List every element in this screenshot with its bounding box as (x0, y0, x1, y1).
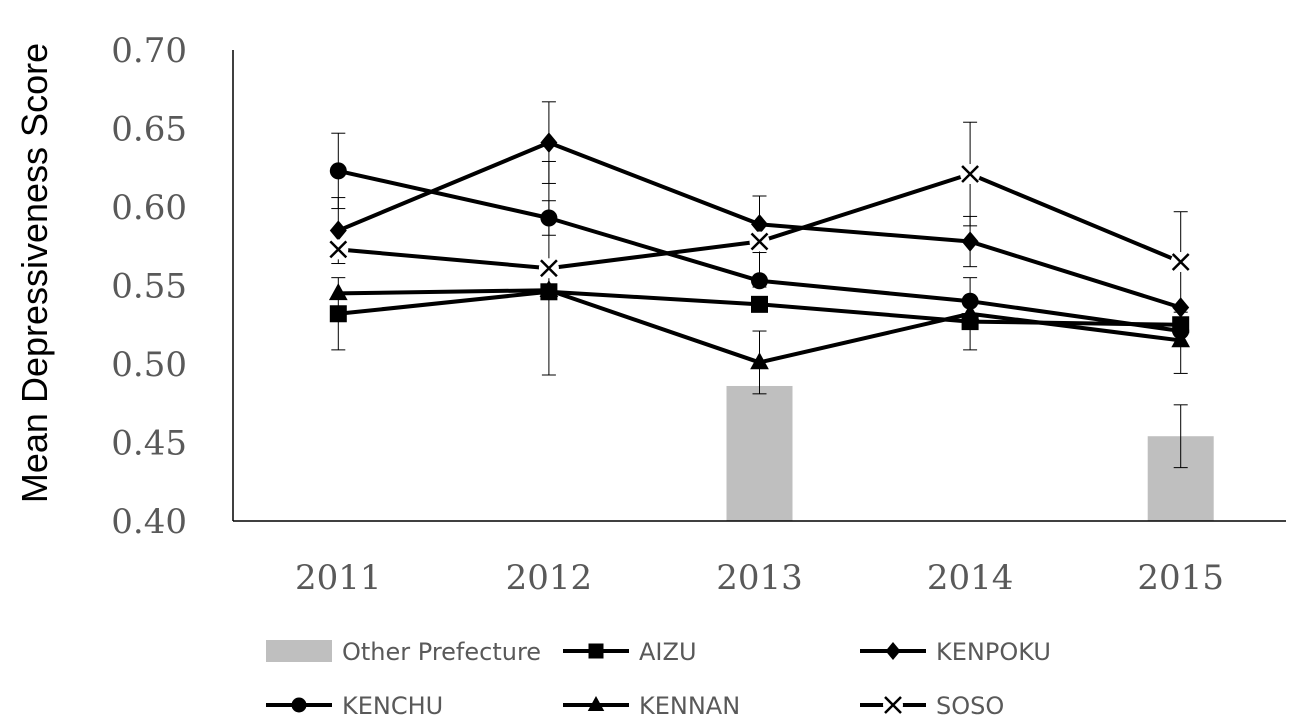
point-kennan-2012 (539, 280, 559, 298)
point-kennan-2011 (328, 283, 348, 301)
legend-item-kenchu: KENCHU (266, 692, 443, 720)
legend-label: SOSO (936, 692, 1004, 720)
series-kennan (328, 280, 1191, 370)
marker-x-2011 (329, 240, 348, 259)
point-kenchu-2012 (540, 209, 558, 227)
series-kenpoku (329, 132, 1190, 318)
bar-series (726, 385, 1214, 521)
point-soso-2013 (749, 231, 770, 252)
legend-item-kenpoku: KENPOKU (860, 638, 1051, 666)
point-kennan-2013 (750, 352, 769, 370)
legend: Other Prefecture AIZU KENPOKU KENCHU KENNAN S… (266, 638, 1051, 720)
point-kenpoku-2015 (1172, 297, 1190, 318)
point-kenpoku-2014 (961, 231, 979, 252)
legend-item-aizu: AIZU (563, 638, 697, 666)
y-tick-label: 0.70 (111, 31, 187, 71)
point-kenpoku-2012 (540, 132, 558, 153)
y-tick-label: 0.65 (111, 110, 187, 150)
y-tick-label: 0.45 (111, 424, 187, 464)
legend-item-kennan: KENNAN (563, 692, 740, 720)
point-soso-2014 (960, 164, 981, 185)
line-series (328, 132, 1191, 370)
point-kenchu-2014 (961, 292, 979, 310)
legend-marker (884, 696, 902, 714)
x-tick-label: 2012 (506, 558, 593, 598)
y-tick-label: 0.50 (111, 345, 187, 385)
x-axis-ticks: 2011 2012 2013 2014 2015 (295, 558, 1224, 598)
x-tick-label: 2013 (716, 558, 803, 598)
legend-marker (588, 643, 604, 659)
legend-label: AIZU (639, 638, 697, 666)
legend-marker (587, 696, 605, 711)
x-tick-label: 2011 (295, 558, 382, 598)
legend-label: KENNAN (639, 692, 740, 720)
marker-x-2015 (1171, 253, 1190, 271)
bar-other-prefecture-2013 (726, 385, 793, 521)
error-bar-other-prefecture-2015 (1173, 404, 1188, 469)
legend-swatch (266, 640, 332, 662)
x-tick-label: 2014 (927, 558, 1014, 598)
marker-x-2013 (750, 232, 769, 251)
legend-marker (291, 697, 307, 713)
legend-marker (885, 642, 901, 660)
marker-x-2012 (540, 259, 558, 278)
legend-item-other-prefecture: Other Prefecture (266, 638, 541, 666)
point-aizu-2011 (329, 305, 347, 323)
point-kenpoku-2013 (751, 214, 768, 235)
point-aizu-2013 (751, 295, 768, 313)
point-soso-2015 (1170, 251, 1191, 272)
y-tick-label: 0.60 (111, 188, 187, 228)
point-kennan-2014 (960, 303, 980, 321)
legend-label: Other Prefecture (342, 638, 541, 666)
marker-x-2014 (961, 165, 979, 183)
y-axis-title: Mean Depressiveness Score (14, 43, 55, 503)
point-kenpoku-2011 (329, 220, 347, 241)
point-kenchu-2011 (329, 162, 347, 180)
legend-label: KENPOKU (936, 638, 1051, 666)
y-tick-label: 0.55 (111, 267, 187, 307)
legend-item-soso: SOSO (860, 692, 1004, 720)
legend-label: KENCHU (342, 692, 443, 720)
x-tick-label: 2015 (1137, 558, 1224, 598)
axes (232, 50, 1286, 522)
point-soso-2011 (328, 239, 349, 260)
series-soso (328, 164, 1191, 279)
point-kennan-2015 (1171, 330, 1191, 348)
point-kenchu-2013 (751, 272, 768, 290)
y-tick-label: 0.40 (111, 502, 187, 542)
y-axis-ticks: 0.40 0.45 0.50 0.55 0.60 0.65 0.70 (111, 31, 187, 542)
point-soso-2012 (538, 258, 559, 279)
